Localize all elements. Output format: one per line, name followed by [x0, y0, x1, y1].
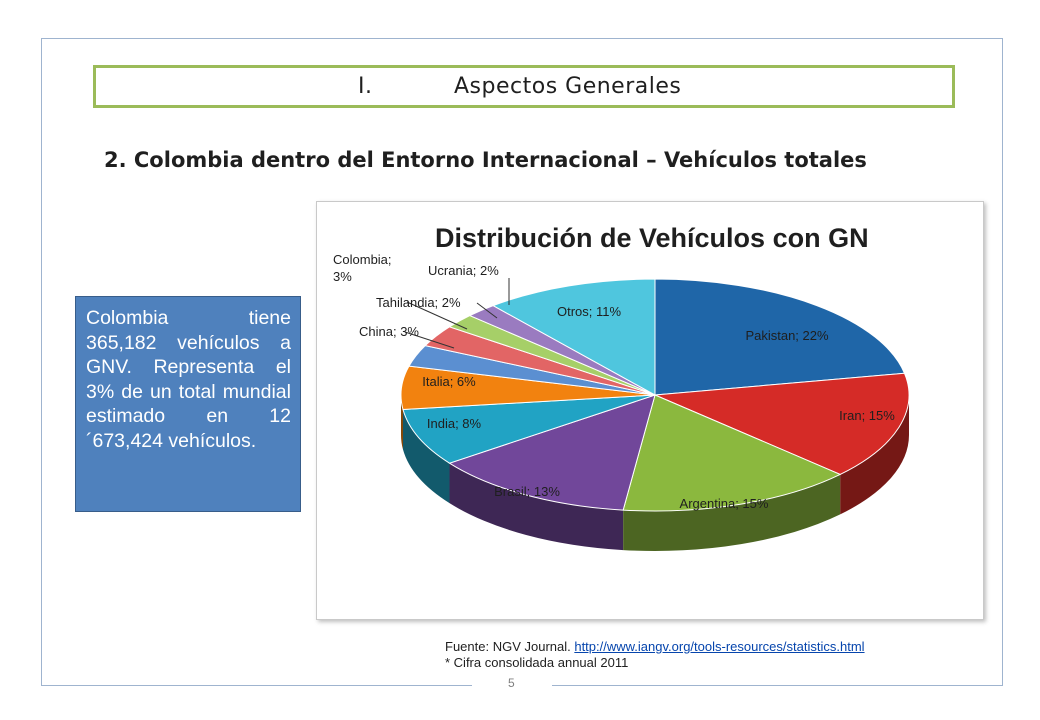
pie-slice-10 — [491, 278, 656, 396]
source-link[interactable]: http://www.iangv.org/tools-resources/sta… — [574, 639, 865, 654]
pie-label-0: Pakistan; 22% — [745, 328, 829, 343]
pie-label-5: Italia; 6% — [422, 374, 476, 389]
pie-slice-2 — [622, 394, 842, 512]
section-header-title: Aspectos Generales — [454, 74, 682, 99]
pie-slice-side-1 — [840, 395, 909, 515]
pie-slice-0 — [654, 278, 906, 396]
pie-slice-side-2 — [623, 474, 841, 551]
pie-leader-line-6 — [404, 331, 455, 349]
pie-label-8: Tahilandia; 2% — [376, 295, 461, 310]
pie-label-6: China; 3% — [359, 324, 419, 339]
colombia-summary-box: Colombia tiene 365,182 vehículos a GNV. … — [75, 296, 301, 512]
slide-border-bottom-right — [552, 685, 1003, 686]
page-title: 2. Colombia dentro del Entorno Internaci… — [104, 148, 867, 172]
chart-title: Distribución de Vehículos con GN — [435, 223, 869, 253]
source-note: Fuente: NGV Journal. http://www.iangv.or… — [445, 639, 985, 671]
page-number: 5 — [508, 676, 515, 690]
pie-label-9: Ucrania; 2% — [428, 263, 499, 278]
slide-border-right — [1002, 38, 1003, 686]
pie-label-3: Brasil; 13% — [494, 484, 560, 499]
pie-slice-4 — [402, 394, 656, 464]
slide-border-left — [41, 38, 42, 686]
pie-chart-panel: Distribución de Vehículos con GN Pakista… — [316, 201, 984, 620]
section-number: I. — [358, 74, 373, 99]
pie-label-1: Iran; 15% — [839, 408, 895, 423]
pie-label-10: Otros; 11% — [557, 304, 622, 319]
section-header: I. Aspectos Generales — [93, 65, 955, 108]
pie-label-4: India; 8% — [427, 416, 482, 431]
slide-border-top — [41, 38, 1003, 39]
pie-leader-line-7 — [406, 301, 468, 330]
slide-border-bottom-left — [41, 685, 472, 686]
pie-chart: Distribución de Vehículos con GN Pakista… — [333, 223, 910, 551]
pie-label-7: Colombia; 3% — [333, 252, 392, 284]
source-prefix: Fuente: NGV Journal. — [445, 639, 575, 654]
source-footnote: * Cifra consolidada annual 2011 — [445, 655, 629, 670]
pie-label-2: Argentina; 15% — [680, 496, 769, 511]
pie-slice-3 — [448, 394, 656, 511]
pie-slice-side-3 — [449, 463, 624, 551]
pie-slice-1 — [654, 372, 910, 475]
pie-leader-line-8 — [476, 302, 498, 319]
